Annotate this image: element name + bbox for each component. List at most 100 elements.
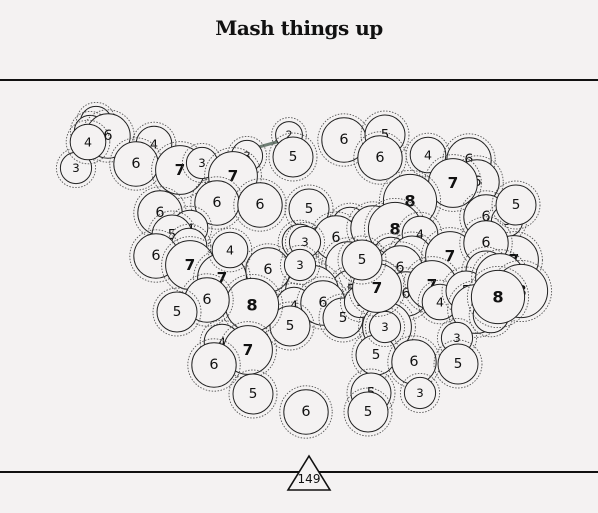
game-node[interactable]: 3 xyxy=(279,244,321,286)
node-halo xyxy=(466,265,530,329)
node-circle xyxy=(269,305,311,347)
node-circle xyxy=(409,136,447,174)
game-node[interactable]: 5 xyxy=(228,369,278,419)
game-node[interactable]: 6 xyxy=(353,131,407,185)
node-value: 4 xyxy=(150,137,158,152)
node-halo xyxy=(268,132,318,182)
node-halo xyxy=(181,142,223,184)
node-circle xyxy=(495,184,537,226)
game-node[interactable]: 6 xyxy=(233,178,287,232)
game-node[interactable]: 5 xyxy=(337,235,387,285)
node-value: 4 xyxy=(84,135,92,150)
node-value: 5 xyxy=(364,404,373,420)
top-divider xyxy=(0,79,598,81)
node-circle xyxy=(357,135,403,181)
node-value: 6 xyxy=(318,295,327,311)
node-value: 6 xyxy=(202,292,211,308)
node-value: 5 xyxy=(249,386,258,402)
node-halo xyxy=(233,178,287,232)
node-value: 6 xyxy=(481,235,490,251)
node-value: 6 xyxy=(339,132,348,148)
game-node[interactable]: 8 xyxy=(466,265,530,329)
game-node[interactable]: 5 xyxy=(491,180,541,230)
node-circle xyxy=(272,136,314,178)
node-halo xyxy=(279,385,333,439)
node-halo xyxy=(133,186,187,240)
node-circle xyxy=(232,373,274,415)
node-value: 7 xyxy=(445,247,456,265)
node-value: 3 xyxy=(198,156,205,170)
moves-counter-triangle xyxy=(286,454,332,491)
node-value: 6 xyxy=(212,195,221,211)
node-halo xyxy=(348,259,406,317)
moves-counter-value: 149 xyxy=(297,472,321,486)
game-node[interactable]: 5 xyxy=(433,339,483,389)
node-value: 8 xyxy=(389,220,400,239)
node-halo xyxy=(219,321,277,379)
node-halo xyxy=(265,301,315,351)
node-value: 6 xyxy=(131,156,140,172)
game-node[interactable]: 4 xyxy=(207,227,253,273)
node-value: 6 xyxy=(409,354,418,370)
game-node[interactable]: 3 xyxy=(399,372,441,414)
node-value: 8 xyxy=(404,192,415,211)
node-value: 8 xyxy=(492,288,503,307)
node-value: 6 xyxy=(375,150,384,166)
node-circle xyxy=(470,269,526,325)
node-halo xyxy=(343,387,393,437)
node-halo xyxy=(207,227,253,273)
node-value: 6 xyxy=(151,248,160,264)
node-value: 2 xyxy=(286,129,293,142)
node-circle xyxy=(211,231,249,269)
node-circle xyxy=(437,343,479,385)
node-value: 7 xyxy=(185,256,196,274)
node-halo xyxy=(65,119,111,165)
node-value: 6 xyxy=(301,404,310,420)
node-circle xyxy=(341,239,383,281)
node-value: 7 xyxy=(448,174,459,192)
node-value: 3 xyxy=(453,331,460,345)
game-node[interactable]: 3 xyxy=(364,306,406,348)
node-value: 6 xyxy=(331,230,340,246)
node-value: 5 xyxy=(358,252,367,268)
game-title: Mash things up xyxy=(215,16,383,40)
node-value: 4 xyxy=(226,243,234,258)
node-circle xyxy=(191,342,237,388)
game-node[interactable]: 5 xyxy=(265,301,315,351)
node-circle xyxy=(237,182,283,228)
node-value: 8 xyxy=(246,296,257,315)
node-halo xyxy=(459,216,513,270)
game-node[interactable]: 6 xyxy=(109,137,163,191)
node-value: 5 xyxy=(512,197,521,213)
node-circle xyxy=(283,389,329,435)
node-value: 4 xyxy=(290,298,298,313)
node-value: 4 xyxy=(436,295,444,310)
game-node[interactable]: 6 xyxy=(279,385,333,439)
node-halo xyxy=(152,287,202,337)
game-node[interactable]: 5 xyxy=(268,132,318,182)
node-halo xyxy=(55,147,97,189)
node-halo xyxy=(424,154,482,212)
node-value: 6 xyxy=(209,357,218,373)
node-circle xyxy=(403,376,437,410)
node-halo xyxy=(279,244,321,286)
node-value: 6 xyxy=(155,205,164,221)
game-node[interactable]: 5 xyxy=(152,287,202,337)
node-value: 5 xyxy=(372,347,381,363)
node-halo xyxy=(442,133,496,187)
node-value: 7 xyxy=(228,167,239,185)
node-halo xyxy=(187,338,241,392)
node-halo xyxy=(399,372,441,414)
node-halo xyxy=(378,169,442,233)
node-value: 4 xyxy=(416,227,424,242)
node-value: 5 xyxy=(454,356,463,372)
node-value: 3 xyxy=(301,235,308,249)
game-node[interactable]: 6 xyxy=(187,338,241,392)
node-halo xyxy=(337,235,387,285)
node-value: 6 xyxy=(103,128,112,144)
node-value: 5 xyxy=(286,318,295,334)
game-node[interactable]: 5 xyxy=(343,387,393,437)
game-node[interactable]: 4 xyxy=(65,119,111,165)
node-halo xyxy=(485,231,543,289)
